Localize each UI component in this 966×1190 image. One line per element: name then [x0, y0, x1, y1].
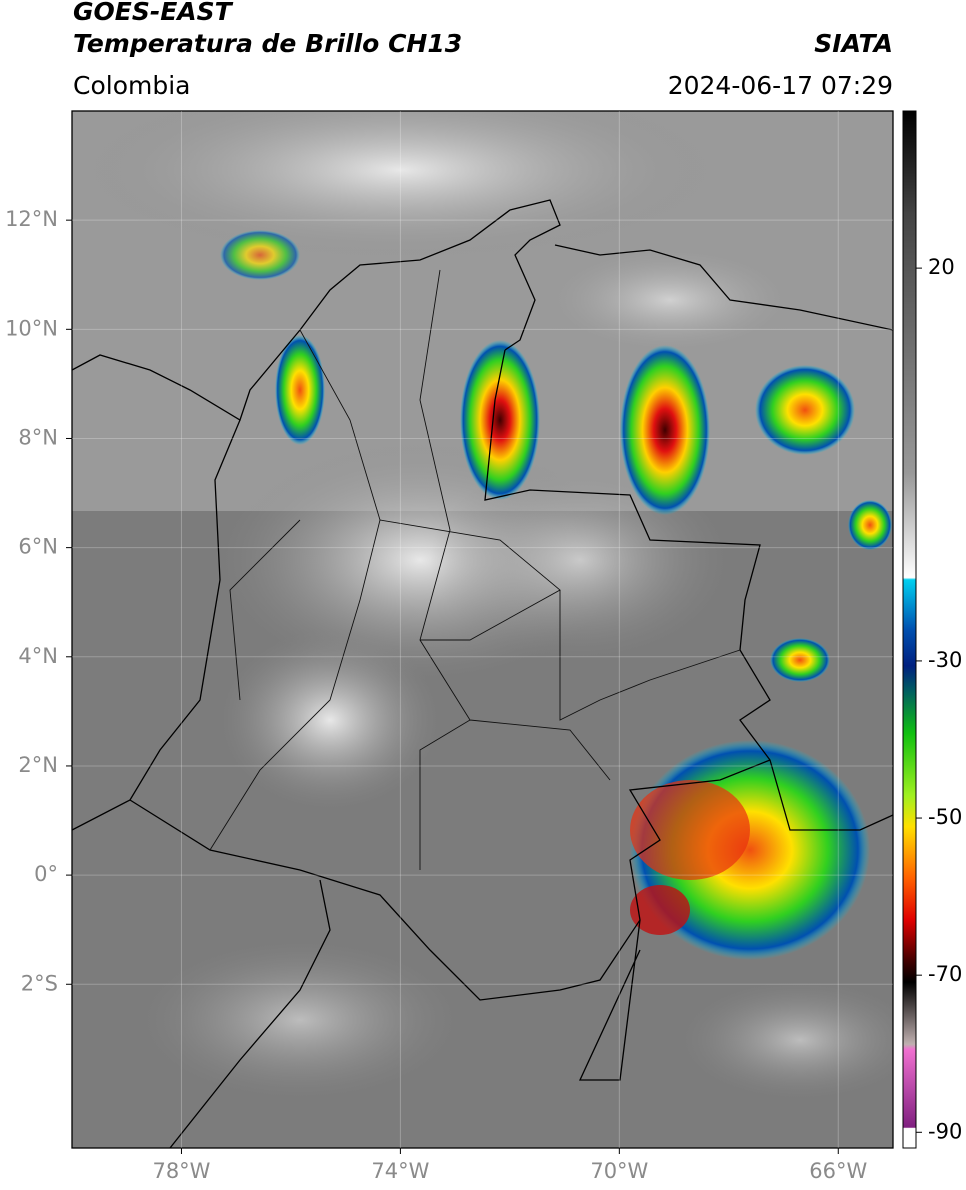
- y-tick-label: 8°N: [18, 425, 58, 449]
- title: GOES-EAST: [73, 0, 234, 26]
- y-tick-label: 6°N: [18, 535, 58, 559]
- timestamp: 2024-06-17 07:29: [668, 71, 893, 100]
- map-frame: [71, 110, 894, 1149]
- x-tick-label: 70°W: [590, 1159, 648, 1183]
- x-tick-label: 74°W: [371, 1159, 429, 1183]
- x-tick-label: 78°W: [152, 1159, 210, 1183]
- y-tick-label: 0°: [34, 862, 58, 886]
- colorbar-tick-label: -30: [928, 648, 962, 672]
- y-tick-label: 10°N: [5, 316, 58, 340]
- y-tick-label: 12°N: [5, 207, 58, 231]
- y-tick-label: 4°N: [18, 644, 58, 668]
- subtitle: Temperatura de Brillo CH13: [73, 29, 462, 58]
- colorbar-tick-label: -90: [928, 1119, 962, 1143]
- map-image: [72, 111, 893, 1148]
- x-tick-label: 66°W: [809, 1159, 867, 1183]
- colorbar-tick-label: -50: [928, 805, 962, 829]
- colorbar: [902, 110, 917, 1149]
- colorbar-tick-label: -70: [928, 962, 962, 986]
- y-tick-label: 2°N: [18, 753, 58, 777]
- y-tick-label: 2°S: [21, 971, 58, 995]
- colorbar-tick-label: 20: [928, 255, 955, 279]
- region: Colombia: [73, 71, 190, 100]
- source: SIATA: [814, 29, 893, 58]
